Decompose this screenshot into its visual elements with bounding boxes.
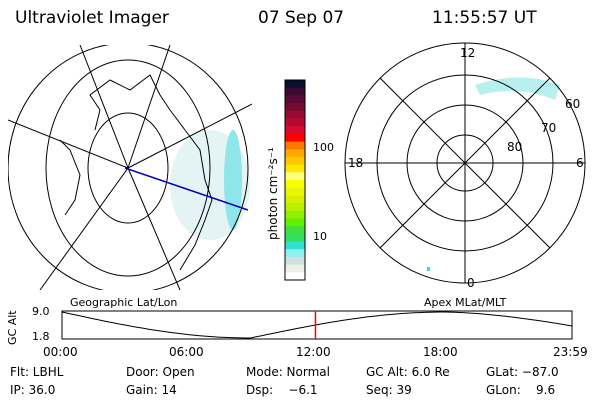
aurora-emission <box>475 77 560 100</box>
filter-info: Flt: LBHL <box>10 365 64 379</box>
polar-mlat-mlt-plot <box>344 42 586 284</box>
x-tick: 18:00 <box>423 345 458 359</box>
colorbar-band <box>285 87 305 96</box>
colorbar-band <box>285 141 305 150</box>
mlt-label-12: 12 <box>460 46 476 60</box>
mlt-label-6: 6 <box>576 156 584 170</box>
colorbar-band <box>285 156 305 166</box>
timeline-axis-label: GC Alt <box>6 310 19 345</box>
colorbar-band <box>285 187 305 196</box>
colorbar-band <box>285 103 305 112</box>
geographic-label: Geographic Lat/Lon <box>70 296 178 309</box>
mlt-label-18: 18 <box>348 156 364 170</box>
colorbar-band <box>285 249 305 258</box>
altitude-timeline <box>61 310 573 340</box>
gc-alt-info: GC Alt: 6.0 Re <box>366 365 450 379</box>
mlat-label-60: 60 <box>565 97 581 111</box>
colorbar-band <box>285 80 305 89</box>
colorbar-band <box>285 241 305 250</box>
colorbar-band <box>285 164 305 173</box>
y-tick: 1.8 <box>32 330 50 343</box>
mlat-label-70: 70 <box>541 121 557 135</box>
colorbar-band <box>285 203 305 212</box>
colorbar-band <box>285 256 305 266</box>
mlt-label-0: 0 <box>467 276 475 290</box>
apex-label: Apex MLat/MLT <box>424 296 507 309</box>
glat-info: GLat: −87.0 <box>486 365 559 379</box>
instrument-title: Ultraviolet Imager <box>15 8 169 28</box>
colorbar-label: photon cm⁻²s⁻¹ <box>266 147 280 240</box>
colorbar-band <box>285 226 305 235</box>
gain-info: Gain: 14 <box>126 383 177 397</box>
colorbar-band <box>285 133 305 143</box>
colorbar-band <box>285 180 305 189</box>
colorbar <box>285 80 305 281</box>
y-tick: 9.0 <box>32 305 50 318</box>
seq-info: Seq: 39 <box>366 383 412 397</box>
colorbar-band <box>285 149 305 158</box>
colorbar-band <box>285 110 305 119</box>
mode-info: Mode: Normal <box>246 365 330 379</box>
glon-info: GLon: 9.6 <box>486 383 556 397</box>
colorbar-tick: 100 <box>313 141 334 154</box>
terminator-line <box>124 167 249 211</box>
coastline <box>89 74 213 271</box>
colorbar-band <box>285 195 305 204</box>
x-tick: 12:00 <box>296 345 331 359</box>
time-label: 11:55:57 UT <box>432 8 537 28</box>
ip-info: IP: 36.0 <box>10 383 56 397</box>
colorbar-band <box>285 118 305 127</box>
colorbar-band <box>285 233 305 243</box>
colorbar-band <box>285 95 305 104</box>
date-label: 07 Sep 07 <box>258 8 345 28</box>
colorbar-band <box>285 172 305 181</box>
x-tick: 06:00 <box>169 345 204 359</box>
colorbar-band <box>285 272 305 281</box>
colorbar-band <box>285 126 305 135</box>
dsp-info: Dsp: −6.1 <box>246 383 318 397</box>
door-info: Door: Open <box>126 365 195 379</box>
geographic-map <box>8 45 252 290</box>
mlat-label-80: 80 <box>507 140 523 154</box>
colorbar-tick: 10 <box>313 230 327 243</box>
colorbar-band <box>285 210 305 219</box>
colorbar-band <box>285 264 305 273</box>
x-tick: 23:59 <box>553 345 588 359</box>
colorbar-band <box>285 218 305 227</box>
x-tick: 00:00 <box>43 345 78 359</box>
